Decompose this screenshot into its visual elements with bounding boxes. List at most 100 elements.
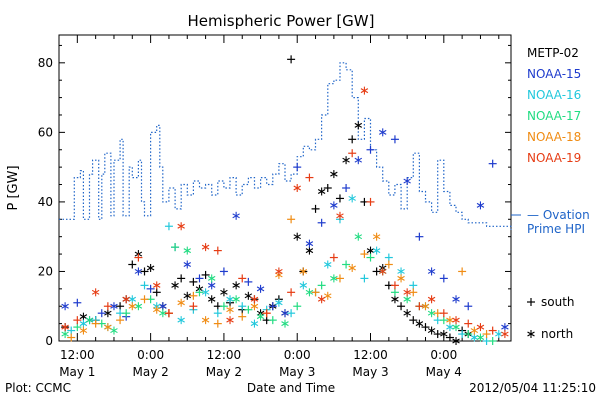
data-point — [293, 232, 301, 241]
data-point — [421, 323, 430, 332]
data-point — [360, 274, 369, 283]
data-point — [366, 197, 375, 206]
x-tick-time-label: 12:00 — [207, 348, 242, 362]
data-point — [79, 319, 88, 328]
marker-legend-label: north — [541, 327, 573, 341]
data-point — [501, 323, 509, 332]
data-point — [219, 267, 228, 276]
data-point — [171, 243, 180, 252]
data-point — [348, 135, 357, 144]
data-point — [427, 267, 436, 276]
data-point — [384, 253, 393, 262]
data-point — [335, 274, 344, 283]
data-point — [287, 288, 296, 297]
data-point — [293, 163, 302, 172]
data-point — [311, 288, 320, 297]
chart-title: Hemispheric Power [GW] — [188, 12, 375, 30]
legend-entry: METP-02 — [527, 46, 579, 60]
data-point — [103, 302, 112, 311]
data-point — [61, 323, 69, 332]
data-point — [335, 194, 344, 203]
y-tick-label: 20 — [38, 264, 53, 278]
legend-ovation-line2: Prime HPI — [527, 222, 585, 236]
data-point — [61, 302, 69, 311]
data-point — [293, 302, 302, 311]
data-point — [287, 55, 296, 64]
data-point — [91, 319, 100, 328]
data-point — [488, 326, 497, 335]
data-point — [354, 232, 363, 241]
data-point — [146, 263, 155, 272]
data-point — [330, 170, 338, 179]
data-point — [177, 222, 185, 231]
x-tick-time-label: 0:00 — [137, 348, 164, 362]
data-point — [104, 323, 112, 332]
data-point — [329, 253, 338, 262]
data-point — [232, 281, 240, 290]
data-point — [464, 319, 473, 328]
x-tick-day-label: May 3 — [352, 365, 388, 379]
data-point — [238, 312, 247, 321]
data-point — [91, 288, 100, 297]
data-point — [152, 288, 161, 297]
data-point — [470, 333, 479, 342]
data-point — [201, 288, 210, 297]
data-point — [220, 288, 228, 297]
data-point — [452, 323, 460, 332]
data-point — [342, 156, 350, 165]
data-point — [244, 291, 253, 300]
data-point — [464, 302, 473, 311]
data-point — [390, 281, 399, 290]
data-point — [238, 302, 247, 311]
data-point — [378, 128, 387, 137]
data-point — [152, 281, 161, 290]
x-tick-time-label: 0:00 — [284, 348, 311, 362]
data-point — [445, 333, 454, 342]
data-point — [397, 302, 406, 311]
data-point — [250, 295, 259, 304]
data-point — [67, 326, 76, 335]
data-point — [275, 267, 283, 276]
data-point — [189, 277, 198, 286]
data-point — [421, 302, 430, 311]
data-point — [110, 326, 118, 335]
data-point — [195, 288, 204, 297]
data-point — [446, 323, 454, 332]
data-point — [104, 309, 112, 318]
data-point — [495, 330, 503, 339]
x-tick-day-label: May 4 — [426, 365, 462, 379]
data-point — [299, 281, 308, 290]
data-point — [476, 333, 485, 342]
data-point — [226, 316, 234, 325]
data-point — [183, 291, 192, 300]
x-tick-time-label: 0:00 — [430, 348, 457, 362]
data-point — [238, 274, 247, 283]
data-point — [146, 284, 155, 293]
data-point — [452, 337, 460, 345]
data-point — [403, 177, 411, 186]
data-point — [342, 260, 351, 269]
data-point — [439, 274, 448, 283]
data-point — [403, 288, 411, 297]
data-point — [275, 298, 283, 307]
data-point — [482, 330, 491, 339]
data-point — [354, 156, 363, 165]
data-point — [409, 281, 418, 290]
data-point — [195, 274, 204, 283]
data-point — [159, 309, 167, 318]
data-point — [183, 246, 192, 255]
data-point — [372, 246, 381, 255]
data-point — [390, 135, 399, 144]
data-point — [67, 333, 76, 342]
data-point — [366, 253, 375, 262]
data-point — [439, 309, 448, 318]
data-point — [397, 274, 405, 283]
data-point — [488, 159, 497, 168]
data-point — [159, 302, 167, 311]
data-point — [207, 274, 216, 283]
data-point — [317, 187, 326, 196]
y-tick-label: 40 — [38, 195, 53, 209]
data-point — [134, 302, 143, 311]
data-point — [470, 326, 479, 335]
